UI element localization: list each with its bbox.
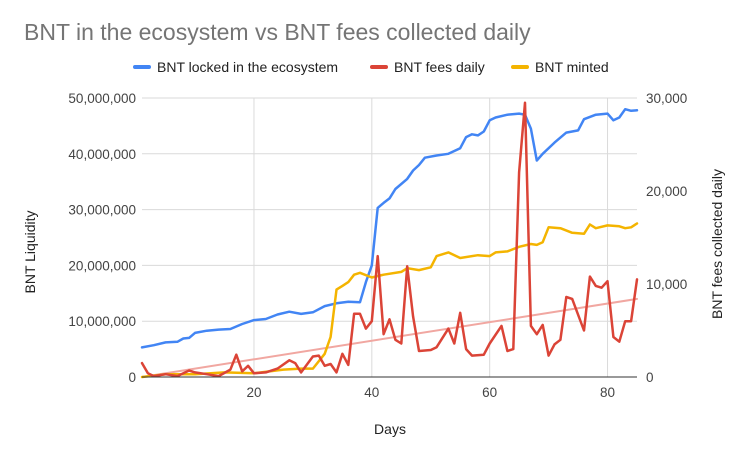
x-axis-label: Days <box>374 421 406 437</box>
series-line-bnt-fees-daily <box>140 101 639 378</box>
x-tick-label: 20 <box>246 385 261 400</box>
y-tick-label: 10,000,000 <box>68 314 136 329</box>
series-line-bnt-locked-in-the-ecosystem <box>140 107 639 349</box>
legend: BNT locked in the ecosystem BNT fees dail… <box>133 59 609 75</box>
series-trendline <box>141 297 638 378</box>
chart-title: BNT in the ecosystem vs BNT fees collect… <box>24 19 531 45</box>
y2-tick-label: 10,000 <box>646 277 687 292</box>
y-axis-label: BNT Liquidity <box>22 210 38 293</box>
gridlines <box>142 97 637 377</box>
x-tick-label: 80 <box>600 385 615 400</box>
y2-tick-label: 0 <box>646 370 654 385</box>
y2-tick-label: 20,000 <box>646 184 687 199</box>
series-line-bnt-minted <box>140 222 639 379</box>
x-tick-label: 40 <box>364 385 379 400</box>
legend-label: BNT minted <box>535 59 609 75</box>
y2-axis-label: BNT fees collected daily <box>709 169 725 319</box>
y2-tick-label: 30,000 <box>646 91 687 106</box>
legend-label: BNT locked in the ecosystem <box>157 59 338 75</box>
y-tick-label: 40,000,000 <box>68 147 136 162</box>
y-tick-label: 50,000,000 <box>68 91 136 106</box>
y-tick-label: 20,000,000 <box>68 258 136 273</box>
y-tick-label: 0 <box>128 370 136 385</box>
x-tick-label: 60 <box>482 385 497 400</box>
y-tick-label: 30,000,000 <box>68 203 136 218</box>
plot-area <box>140 101 639 379</box>
legend-label: BNT fees daily <box>394 59 485 75</box>
axes: 0 10,000,000 20,000,000 30,000,000 40,000,00… <box>68 91 687 400</box>
